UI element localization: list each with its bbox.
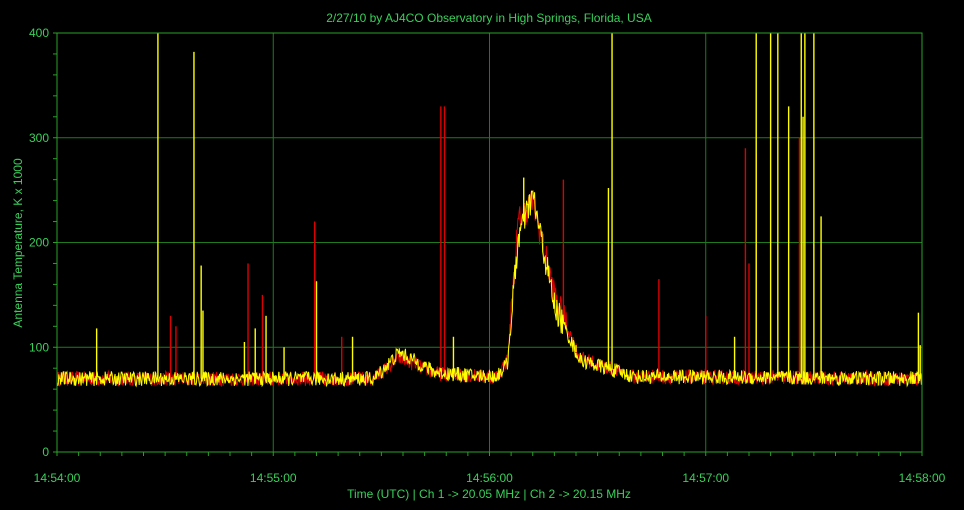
y-tick-label: 300 xyxy=(29,131,49,145)
ticks: 0 100 200 300 400 14:54:00 14:55:00 14:56:00 14:… xyxy=(29,26,946,485)
y-tick-label: 400 xyxy=(29,26,49,40)
y-axis-label: Antenna Temperature, K x 1000 xyxy=(11,158,25,328)
y-tick-label: 200 xyxy=(29,236,49,250)
y-tick-label: 0 xyxy=(42,445,49,459)
y-tick-label: 100 xyxy=(29,340,49,354)
series-group xyxy=(56,33,923,388)
x-tick-label: 14:54:00 xyxy=(34,471,81,485)
x-tick-label: 14:55:00 xyxy=(250,471,297,485)
chart-title: 2/27/10 by AJ4CO Observatory in High Spr… xyxy=(326,11,651,25)
series-ch-2 xyxy=(56,33,923,388)
x-tick-label: 14:56:00 xyxy=(466,471,513,485)
x-tick-label: 14:57:00 xyxy=(682,471,729,485)
x-tick-label: 14:58:00 xyxy=(899,471,946,485)
x-axis-label: Time (UTC) | Ch 1 -> 20.05 MHz | Ch 2 ->… xyxy=(347,487,631,501)
